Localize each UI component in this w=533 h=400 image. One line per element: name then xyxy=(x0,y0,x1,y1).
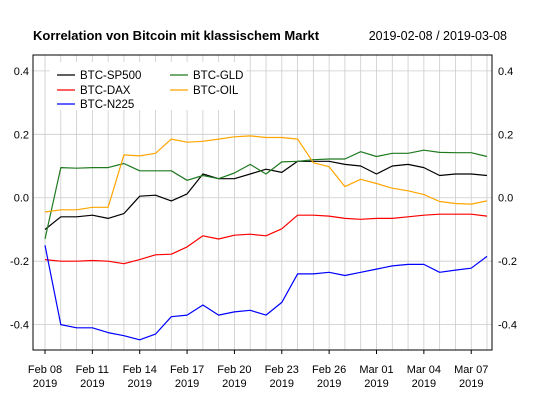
x-tick-label: Feb 23 xyxy=(265,364,299,376)
x-tick-year: 2019 xyxy=(33,378,57,390)
y-axis-left: -0.4 -0.2 0.0 0.2 0.4 xyxy=(10,66,29,332)
legend-label-btc-oil: BTC-OIL xyxy=(193,85,239,97)
legend: BTC-SP500 BTC-DAX BTC-N225 BTC-GLD BTC-OIL xyxy=(50,62,246,111)
y-tick-label: 0.2 xyxy=(14,129,29,141)
x-tick-year: 2019 xyxy=(175,378,199,390)
y-tick-label-right: -0.2 xyxy=(498,256,517,268)
x-tick-label: Feb 26 xyxy=(312,364,346,376)
x-tick-year: 2019 xyxy=(270,378,294,390)
x-tick-year: 2019 xyxy=(459,378,483,390)
x-tick-year: 2019 xyxy=(222,378,246,390)
y-tick-label-right: -0.4 xyxy=(498,320,517,332)
y-axis-right: -0.4 -0.2 0.0 0.2 0.4 xyxy=(498,66,517,332)
x-tick-label: Mar 04 xyxy=(407,364,441,376)
y-tick-label-right: 0.4 xyxy=(498,66,513,78)
legend-label-btc-n225: BTC-N225 xyxy=(80,99,134,111)
x-tick-label: Feb 14 xyxy=(123,364,157,376)
x-tick-year: 2019 xyxy=(317,378,341,390)
y-tick-label: -0.4 xyxy=(10,320,29,332)
x-axis: Feb 08 2019 Feb 11 2019 Feb 14 2019 Feb 17 2019… xyxy=(28,350,488,390)
chart-title: Korrelation von Bitcoin mit klassischem … xyxy=(33,28,320,43)
series-line-btc-n225 xyxy=(44,245,488,341)
series-line-btc-gld xyxy=(44,149,488,240)
series-line-btc-dax xyxy=(44,213,488,265)
y-tick-label-right: 0.2 xyxy=(498,129,513,141)
series-line-btc-oil xyxy=(44,135,488,213)
x-tick-year: 2019 xyxy=(364,378,388,390)
series-layer xyxy=(44,135,488,341)
x-tick-year: 2019 xyxy=(412,378,436,390)
x-tick-label: Feb 17 xyxy=(170,364,204,376)
y-tick-label: 0.4 xyxy=(14,66,29,78)
chart-date-range: 2019-02-08 / 2019-03-08 xyxy=(369,29,507,43)
legend-label-btc-dax: BTC-DAX xyxy=(80,85,131,97)
x-tick-year: 2019 xyxy=(80,378,104,390)
y-tick-label-right: 0.0 xyxy=(498,193,513,205)
x-tick-label: Feb 11 xyxy=(76,364,109,376)
y-tick-label: 0.0 xyxy=(14,193,29,205)
x-tick-label: Feb 20 xyxy=(217,364,251,376)
series-line-btc-sp500 xyxy=(44,160,488,230)
x-tick-year: 2019 xyxy=(127,378,151,390)
x-tick-label: Mar 01 xyxy=(359,364,393,376)
legend-background xyxy=(50,62,246,110)
y-tick-label: -0.2 xyxy=(10,256,29,268)
legend-label-btc-gld: BTC-GLD xyxy=(193,70,243,82)
legend-label-btc-sp500: BTC-SP500 xyxy=(80,70,141,82)
plot-frame xyxy=(32,54,493,351)
x-tick-label: Feb 08 xyxy=(28,364,62,376)
x-tick-label: Mar 07 xyxy=(454,364,488,376)
